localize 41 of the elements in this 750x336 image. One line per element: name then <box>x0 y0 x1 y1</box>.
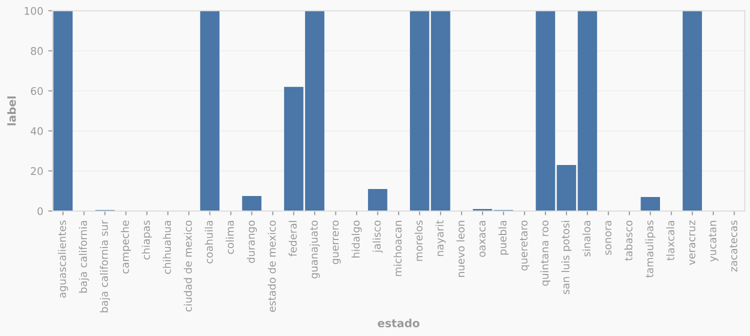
x-tick-label: ciudad de mexico <box>184 220 192 312</box>
y-tick-label: 100 <box>24 6 43 15</box>
x-tick-label: tlaxcala <box>666 220 674 260</box>
x-tick-label: baja california <box>78 220 90 293</box>
x-tick-label: tabasco <box>624 220 632 261</box>
x-tick-label: guerrero <box>332 220 341 264</box>
x-tick-label: colima <box>226 220 234 254</box>
x-tick-label: nayarit <box>436 220 446 256</box>
x-tick-label: hidalgo <box>352 220 362 258</box>
y-tick-label: 0 <box>38 207 43 216</box>
x-axis-title: estado <box>378 318 420 328</box>
y-tick-label: 40 <box>30 127 43 136</box>
x-tick-label: chihuahua <box>162 220 171 274</box>
x-tick-label: sinaloa <box>582 220 590 256</box>
x-tick-label: tamaulipas <box>645 220 656 278</box>
y-tick-label: 80 <box>30 47 43 55</box>
x-tick-label: coahuila <box>204 220 213 264</box>
x-tick-label: yucatan <box>708 220 718 262</box>
x-tick-label: sonora <box>605 220 612 255</box>
x-tick-label: estado de mexico <box>268 220 276 312</box>
x-tick-label: puebla <box>498 220 509 255</box>
x-tick-label: queretaro <box>520 220 530 270</box>
x-tick-label: chiapas <box>142 220 152 260</box>
x-tick-label: veracruz <box>689 220 696 266</box>
x-tick-label: quintana roo <box>540 220 551 286</box>
x-tick-label: guanajuato <box>310 220 320 278</box>
x-tick-label: morelos <box>414 220 423 261</box>
x-tick-label: baja california sur <box>100 220 110 312</box>
x-tick-label: jalisco <box>372 220 383 253</box>
x-tick-label: durango <box>246 220 257 263</box>
x-tick-label: aguascalientes <box>58 220 68 298</box>
x-tick-label: nuevo leon <box>456 220 465 277</box>
y-axis-title: label <box>7 96 16 126</box>
x-tick-label: campeche <box>120 220 131 274</box>
y-tick-label: 60 <box>30 87 43 95</box>
x-tick-label: san luis potosi <box>561 221 572 294</box>
y-tick-label: 20 <box>30 167 43 176</box>
x-tick-label: oaxaca <box>480 220 486 257</box>
x-tick-label: michoacan <box>394 220 402 276</box>
x-tick-label: zacatecas <box>730 220 738 272</box>
x-tick-label: federal <box>288 221 297 256</box>
